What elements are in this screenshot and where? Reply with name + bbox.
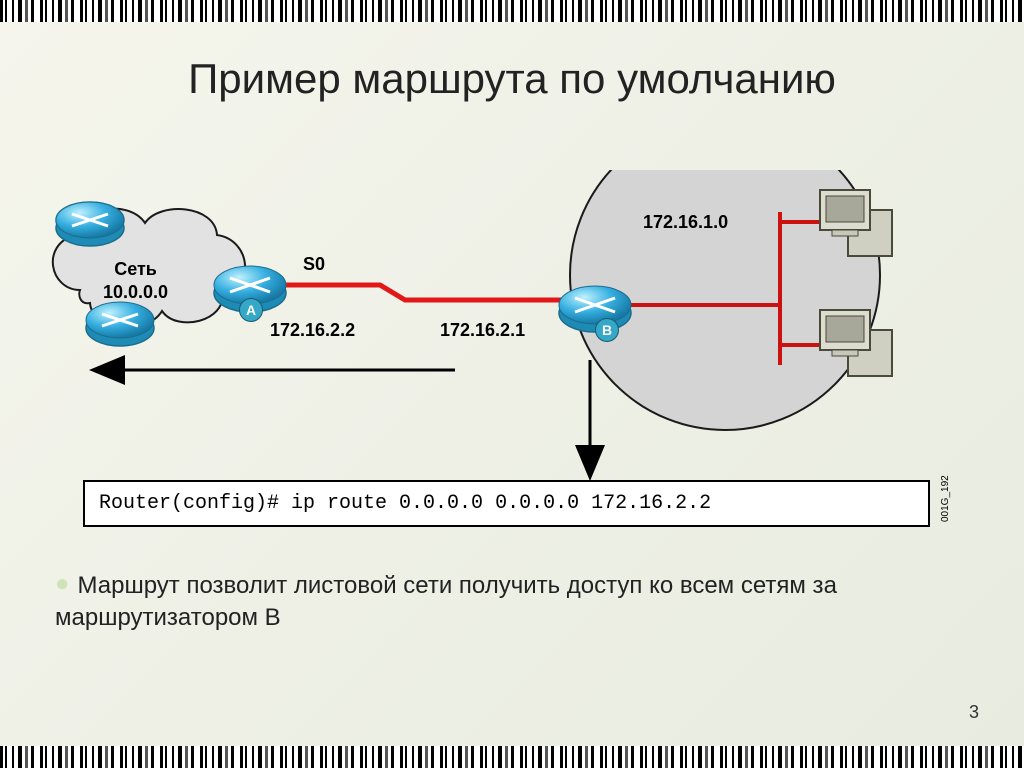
page-title: Пример маршрута по умолчанию — [0, 55, 1024, 103]
label-s0: S0 — [303, 254, 325, 275]
page-number: 3 — [969, 702, 979, 723]
badge-a: A — [239, 298, 263, 322]
network-diagram: Сеть 10.0.0.0 S0 A B 172.16.2.2 172.16.2… — [35, 170, 995, 550]
command-box: Router(config)# ip route 0.0.0.0 0.0.0.0… — [83, 480, 930, 527]
decorative-barcode-top — [0, 0, 1024, 22]
router-cloud-1 — [56, 202, 124, 246]
decorative-barcode-bottom — [0, 746, 1024, 768]
label-ip-a: 172.16.2.2 — [270, 320, 355, 341]
bullet-dot-icon: ● — [55, 570, 78, 597]
router-cloud-2 — [86, 302, 154, 346]
cloud-label: Сеть 10.0.0.0 — [103, 258, 168, 303]
label-ip-b: 172.16.2.1 — [440, 320, 525, 341]
cloud-label-line1: Сеть — [114, 259, 157, 279]
serial-link — [285, 285, 575, 300]
badge-b: B — [595, 318, 619, 342]
cloud-label-line2: 10.0.0.0 — [103, 282, 168, 302]
bullet-text: ●Маршрут позволит листовой сети получить… — [55, 568, 945, 635]
label-net-inside: 172.16.1.0 — [643, 212, 728, 233]
bullet-content: Маршрут позволит листовой сети получить … — [55, 572, 837, 631]
side-code: 001G_192 — [940, 475, 951, 522]
